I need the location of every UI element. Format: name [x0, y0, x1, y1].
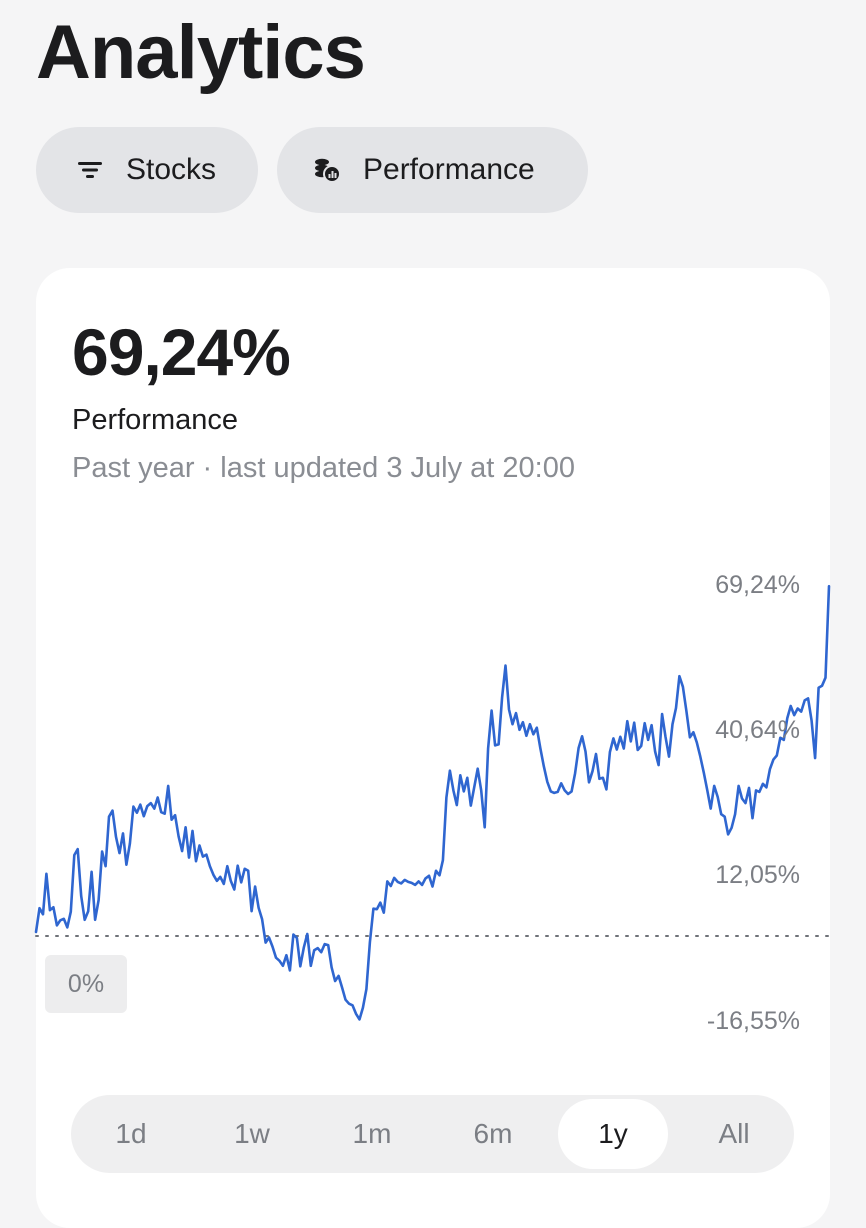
performance-card: 69,24% Performance Past year · last upda…: [36, 268, 830, 1228]
coins-chart-icon: [313, 156, 341, 184]
range-button-1m[interactable]: 1m: [352, 1118, 392, 1149]
range-button-1w[interactable]: 1w: [234, 1118, 270, 1149]
zero-baseline-label: 0%: [45, 955, 127, 1013]
performance-filter-label: Performance: [363, 153, 535, 186]
range-button-all[interactable]: All: [718, 1118, 750, 1149]
page-title: Analytics: [36, 10, 366, 95]
y-tick-label: 69,24%: [715, 571, 800, 599]
y-tick-label: -16,55%: [706, 1007, 800, 1035]
range-button-6m[interactable]: 6m: [473, 1118, 513, 1149]
range-button-1y[interactable]: 1y: [558, 1099, 668, 1169]
performance-label: Performance: [72, 404, 239, 436]
stocks-filter-button[interactable]: Stocks: [36, 127, 258, 213]
performance-value: 69,24%: [72, 315, 291, 389]
time-range-selector: 1d 1w 1m 6m 1y All: [71, 1095, 794, 1173]
y-tick-label: 12,05%: [715, 861, 800, 889]
stocks-filter-label: Stocks: [126, 153, 217, 186]
y-tick-label: 40,64%: [715, 716, 800, 744]
range-button-1d[interactable]: 1d: [115, 1118, 147, 1149]
performance-filter-button[interactable]: Performance: [277, 127, 588, 213]
performance-subtitle: Past year · last updated 3 July at 20:00: [72, 452, 575, 484]
filter-lines-icon: [76, 156, 104, 184]
